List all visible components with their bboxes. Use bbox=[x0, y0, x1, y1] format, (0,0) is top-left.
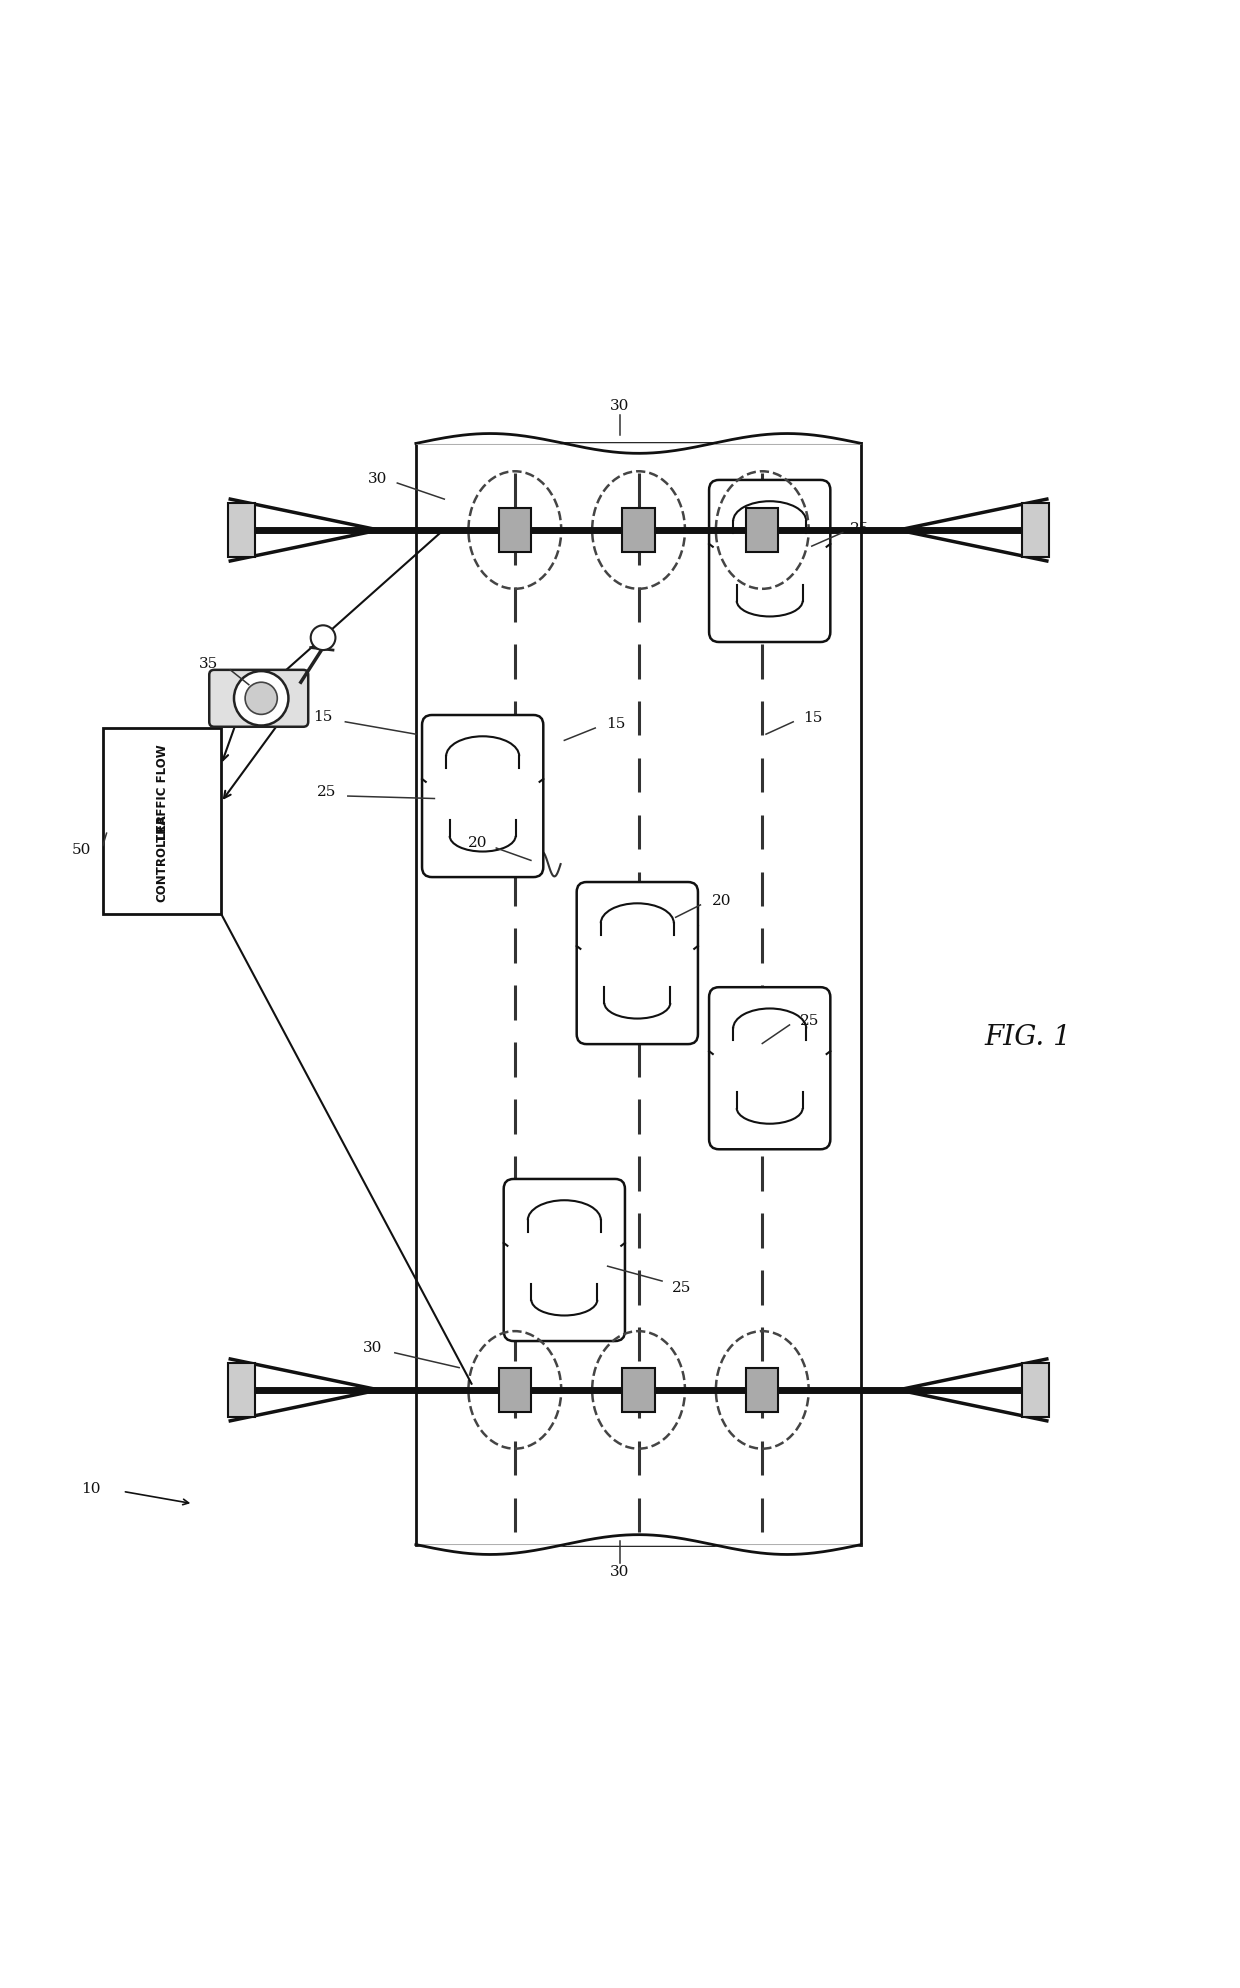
Text: 30: 30 bbox=[610, 1565, 630, 1578]
Bar bbox=[228, 1362, 255, 1417]
Circle shape bbox=[246, 682, 278, 714]
Text: FIG. 1: FIG. 1 bbox=[985, 1024, 1071, 1052]
FancyBboxPatch shape bbox=[503, 1179, 625, 1342]
Text: CONTROLLER: CONTROLLER bbox=[156, 813, 169, 903]
Text: 15: 15 bbox=[804, 712, 822, 726]
Bar bbox=[622, 1368, 655, 1411]
Text: 20: 20 bbox=[712, 895, 732, 909]
Text: 25: 25 bbox=[317, 785, 336, 799]
Bar bbox=[622, 507, 655, 553]
Bar bbox=[746, 1368, 779, 1411]
FancyBboxPatch shape bbox=[709, 988, 831, 1149]
FancyBboxPatch shape bbox=[709, 479, 831, 642]
Text: 35: 35 bbox=[198, 656, 218, 670]
Circle shape bbox=[311, 626, 336, 650]
Text: 15: 15 bbox=[606, 718, 626, 732]
Bar bbox=[746, 507, 779, 553]
Text: 25: 25 bbox=[800, 1014, 818, 1028]
Bar bbox=[1022, 503, 1049, 557]
Text: TRAFFIC FLOW: TRAFFIC FLOW bbox=[156, 746, 169, 843]
Bar bbox=[498, 507, 531, 553]
Text: 30: 30 bbox=[368, 473, 387, 487]
Bar bbox=[415, 443, 862, 1545]
Text: 30: 30 bbox=[363, 1340, 382, 1356]
Text: 20: 20 bbox=[467, 837, 487, 851]
FancyBboxPatch shape bbox=[577, 883, 698, 1044]
Text: 25: 25 bbox=[672, 1282, 692, 1296]
Text: 25: 25 bbox=[851, 521, 869, 537]
FancyBboxPatch shape bbox=[210, 670, 309, 728]
FancyBboxPatch shape bbox=[422, 716, 543, 877]
Bar bbox=[1022, 1362, 1049, 1417]
Text: 10: 10 bbox=[81, 1481, 100, 1495]
Text: 30: 30 bbox=[610, 400, 630, 414]
Bar bbox=[228, 503, 255, 557]
Text: 15: 15 bbox=[314, 710, 332, 724]
Circle shape bbox=[234, 672, 289, 726]
Bar bbox=[498, 1368, 531, 1411]
Bar bbox=[103, 728, 221, 914]
Text: 50: 50 bbox=[72, 843, 92, 857]
